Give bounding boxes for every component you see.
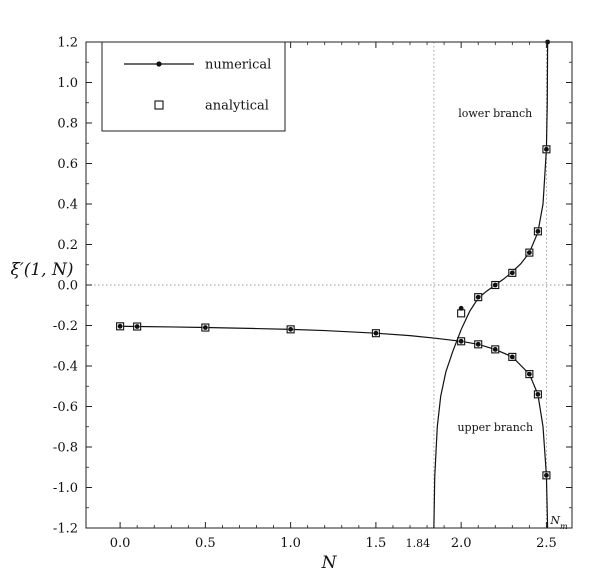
x-tick-label-0: 0.0 (110, 536, 131, 551)
numerical-point-upper-9 (526, 371, 532, 377)
x-axis-title: N (321, 553, 338, 573)
y-tick-label-0: -1.2 (53, 522, 78, 537)
y-axis-title: ξ′(1, N) (11, 260, 74, 280)
y-tick-label-9: 0.6 (57, 157, 78, 172)
legend: numerical analytical (101, 41, 286, 132)
y-tick-label-3: -0.6 (53, 400, 78, 415)
numerical-point-upper-7 (492, 346, 498, 352)
y-tick-label-6: 0.0 (57, 279, 78, 294)
y-tick-label-4: -0.4 (53, 360, 78, 375)
n-m-subscript: m (560, 522, 568, 531)
legend-numerical-marker (156, 61, 162, 67)
numerical-point-upper-1 (134, 324, 140, 329)
y-tick-label-1: -1.0 (53, 481, 78, 496)
legend-analytical-marker (154, 100, 164, 110)
numerical-point-upper-8 (509, 354, 515, 360)
numerical-point-lower-1 (475, 294, 481, 300)
numerical-point-upper-4 (373, 330, 379, 336)
numerical-point-upper-11 (544, 472, 549, 478)
x-tick-label-2: 1.0 (280, 536, 301, 551)
legend-label-analytical: analytical (205, 99, 269, 114)
numerical-point-upper-10 (535, 391, 541, 397)
lower-branch-label: lower branch (458, 107, 532, 120)
numerical-point-upper-2 (202, 325, 208, 330)
legend-box (101, 41, 286, 132)
curve-lower-branch (433, 41, 549, 529)
numerical-point-lower-4 (526, 250, 532, 256)
y-tick-label-11: 1.0 (57, 76, 78, 91)
x-tick-label-4: 2.0 (451, 536, 472, 551)
y-tick-label-2: -0.8 (53, 441, 78, 456)
y-tick-label-7: 0.2 (57, 238, 78, 253)
y-tick-label-12: 1.2 (57, 36, 78, 51)
y-tick-label-5: -0.2 (53, 319, 78, 334)
x-tick-label-5: 2.5 (536, 536, 557, 551)
numerical-point-lower-0 (458, 305, 464, 311)
numerical-point-lower-3 (509, 270, 515, 276)
numerical-point-lower-6 (544, 146, 549, 152)
numerical-point-lower-5 (535, 228, 541, 234)
numerical-point-upper-0 (117, 323, 123, 329)
numerical-point-upper-3 (288, 326, 294, 332)
numerical-point-lower-2 (492, 282, 498, 288)
analytical-point-12 (457, 309, 466, 318)
numerical-point-upper-6 (475, 341, 481, 347)
x-tick-label-1: 0.5 (195, 536, 216, 551)
numerical-point-upper-5 (458, 338, 464, 344)
reference-line-label-1-84: 1.84 (406, 537, 431, 550)
legend-label-numerical: numerical (205, 58, 271, 73)
x-tick-label-3: 1.5 (366, 536, 387, 551)
y-tick-label-10: 0.8 (57, 117, 78, 132)
y-tick-label-8: 0.4 (57, 198, 78, 213)
axis-ticks: 0.0 0.5 1.0 1.5 2.0 2.5 -1.2 -1.0 -0.8 -0.6 -0.4 -0… (53, 36, 572, 551)
upper-branch-label: upper branch (457, 421, 533, 434)
data-markers (116, 39, 551, 480)
